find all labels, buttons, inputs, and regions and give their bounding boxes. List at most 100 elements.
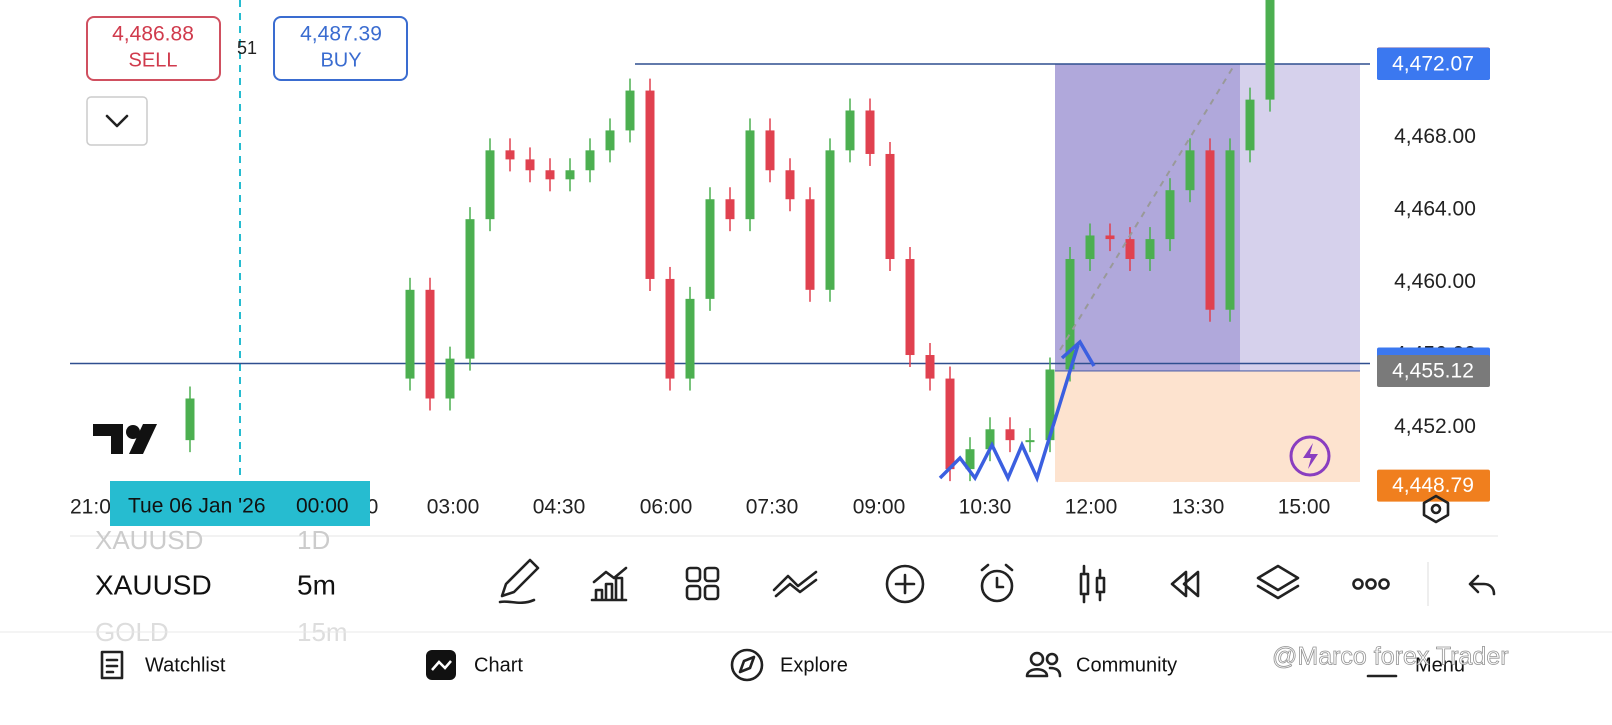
candle [865,110,875,154]
compare-icon[interactable] [772,570,818,598]
user-drawing [938,344,1080,483]
candle [685,298,695,379]
watermark: @Marco forex Trader [1272,643,1509,671]
nav-icons [100,648,1398,682]
community-icon [1025,651,1062,678]
candle [825,150,835,290]
price-axis: 4,468.004,464.004,460.004,456.004,452.00… [1377,47,1490,502]
candle [1165,190,1175,240]
candle [665,278,675,379]
indicators-icon[interactable] [590,566,628,602]
candle [1125,239,1135,260]
x-tick-label: 06:00 [640,496,693,519]
y-tick-label: 4,464.00 [1394,198,1476,221]
add-icon[interactable] [885,564,925,604]
x-tick-label: 15:00 [1278,496,1331,519]
candle-icon[interactable] [1079,564,1106,604]
nav-item[interactable]: Watchlist [145,654,226,676]
sell-button[interactable] [86,16,221,81]
candle [1225,150,1235,310]
x-tick-label: 03:00 [427,496,480,519]
y-tick-label: 4,452.00 [1394,415,1476,438]
candle [605,130,615,151]
undo-icon[interactable] [1468,574,1496,596]
candle [565,170,575,180]
symbol[interactable]: XAUUSD [95,569,212,600]
sell-label: SELL [129,49,178,71]
alert-icon[interactable] [980,563,1014,603]
candle [625,90,635,131]
price-tag-label: 4,455.12 [1392,360,1474,383]
candle [805,199,815,290]
candle [1025,440,1035,443]
candle [1045,369,1055,441]
toolbar-icons [498,558,1496,606]
symbol-above: XAUUSD [95,525,203,555]
tv-logo [93,424,157,454]
candle [445,358,455,399]
candle [645,90,655,279]
price-tag-label: 4,448.79 [1392,474,1474,497]
candle [925,355,935,379]
nav-item[interactable]: Chart [474,654,523,676]
sell-price: 4,486.88 [112,23,194,46]
candle [985,429,995,450]
y-tick-label: 4,468.00 [1394,125,1476,148]
x-tick-label: 13:30 [1172,496,1225,519]
x-tick-label: 12:00 [1065,496,1118,519]
candle [1005,429,1015,441]
spread: 51 [237,38,257,58]
candle [1205,150,1215,310]
candle [525,159,535,171]
candle [465,219,475,359]
cursor-time: 00:00 [296,495,349,518]
cursor-label-bg [110,481,370,526]
candle [505,150,515,160]
settings-icon[interactable] [1422,494,1450,524]
explore-icon [730,648,764,682]
candle [965,449,975,470]
nav-item[interactable]: Menu [1415,654,1465,676]
collapse-button[interactable] [86,96,148,146]
layers-icon[interactable] [1256,564,1300,600]
candle [545,170,555,180]
more-icon[interactable] [1352,578,1390,590]
cursor-date: Tue 06 Jan '26 [128,495,266,518]
chevron [105,114,129,128]
plot [70,0,1370,482]
nav-item[interactable]: Explore [780,654,848,676]
price-tag [1377,469,1490,502]
candle [1105,235,1115,240]
candle [405,289,415,379]
drawings [93,63,1331,483]
candle [1065,259,1075,370]
candle [845,110,855,151]
chart-icon-line [431,660,452,671]
replay-icon[interactable] [1170,570,1200,598]
candle [905,259,915,356]
layouts-icon[interactable] [685,566,720,601]
candle [945,378,955,470]
arrow-head [1060,339,1096,367]
stop-zone [1055,370,1360,482]
price-tag-label: 4,472.07 [1392,52,1474,75]
time-axis: 21:00 00:00 03:00 04:30 06:00 07:30 09:00 10:30… [70,481,1330,526]
candle [1185,150,1195,191]
candle [1145,239,1155,260]
candle [1265,0,1275,100]
flash-icon[interactable] [1289,435,1331,477]
candle [1085,235,1095,260]
candle [585,150,595,171]
x-tick-label: 09:00 [853,496,906,519]
candle [885,153,895,260]
interval[interactable]: 5m [297,569,336,600]
buy-price: 4,487.39 [300,23,382,46]
nav-item[interactable]: Community [1076,654,1177,676]
buy-button[interactable] [273,16,408,81]
price-tag [1377,47,1490,80]
watchlist-icon [100,650,124,680]
settings-dot [1430,503,1442,515]
draw-icon[interactable] [498,558,540,605]
x-tick-label: 21:00 [70,496,123,519]
